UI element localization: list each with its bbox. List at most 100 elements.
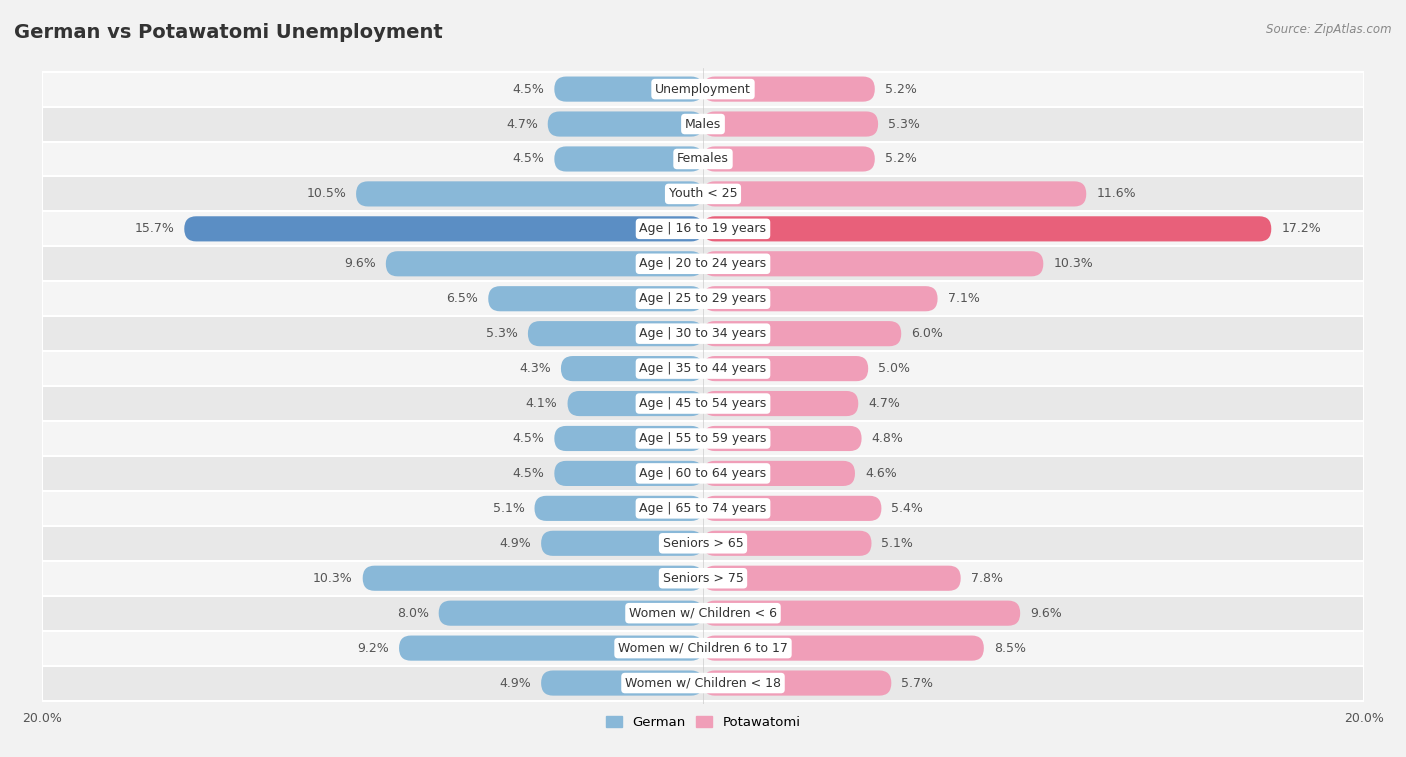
FancyBboxPatch shape <box>42 176 1364 211</box>
FancyBboxPatch shape <box>703 461 855 486</box>
FancyBboxPatch shape <box>703 565 960 590</box>
FancyBboxPatch shape <box>488 286 703 311</box>
Text: Women w/ Children < 18: Women w/ Children < 18 <box>626 677 780 690</box>
Text: 7.8%: 7.8% <box>970 572 1002 584</box>
FancyBboxPatch shape <box>42 142 1364 176</box>
FancyBboxPatch shape <box>554 426 703 451</box>
Text: 4.5%: 4.5% <box>513 83 544 95</box>
Text: Age | 35 to 44 years: Age | 35 to 44 years <box>640 362 766 375</box>
Text: Age | 45 to 54 years: Age | 45 to 54 years <box>640 397 766 410</box>
FancyBboxPatch shape <box>548 111 703 136</box>
Text: 4.9%: 4.9% <box>499 537 531 550</box>
Text: 5.2%: 5.2% <box>884 83 917 95</box>
FancyBboxPatch shape <box>42 665 1364 700</box>
FancyBboxPatch shape <box>42 72 1364 107</box>
FancyBboxPatch shape <box>42 246 1364 282</box>
FancyBboxPatch shape <box>541 671 703 696</box>
FancyBboxPatch shape <box>363 565 703 590</box>
Text: 15.7%: 15.7% <box>135 223 174 235</box>
Text: 4.5%: 4.5% <box>513 152 544 166</box>
FancyBboxPatch shape <box>42 107 1364 142</box>
Text: 4.9%: 4.9% <box>499 677 531 690</box>
FancyBboxPatch shape <box>356 182 703 207</box>
FancyBboxPatch shape <box>42 491 1364 526</box>
FancyBboxPatch shape <box>703 496 882 521</box>
FancyBboxPatch shape <box>42 421 1364 456</box>
Text: 4.5%: 4.5% <box>513 467 544 480</box>
FancyBboxPatch shape <box>703 426 862 451</box>
Text: Seniors > 65: Seniors > 65 <box>662 537 744 550</box>
Text: 10.3%: 10.3% <box>1053 257 1092 270</box>
FancyBboxPatch shape <box>385 251 703 276</box>
FancyBboxPatch shape <box>703 671 891 696</box>
Text: 4.5%: 4.5% <box>513 432 544 445</box>
Text: Age | 60 to 64 years: Age | 60 to 64 years <box>640 467 766 480</box>
FancyBboxPatch shape <box>42 316 1364 351</box>
Text: German vs Potawatomi Unemployment: German vs Potawatomi Unemployment <box>14 23 443 42</box>
Text: Women w/ Children < 6: Women w/ Children < 6 <box>628 606 778 620</box>
FancyBboxPatch shape <box>184 217 703 241</box>
Text: 4.8%: 4.8% <box>872 432 904 445</box>
Text: 5.3%: 5.3% <box>486 327 517 340</box>
FancyBboxPatch shape <box>42 596 1364 631</box>
FancyBboxPatch shape <box>703 636 984 661</box>
FancyBboxPatch shape <box>42 211 1364 246</box>
Text: 6.5%: 6.5% <box>447 292 478 305</box>
Text: 5.0%: 5.0% <box>879 362 910 375</box>
Text: 6.0%: 6.0% <box>911 327 943 340</box>
Text: 4.7%: 4.7% <box>868 397 900 410</box>
FancyBboxPatch shape <box>42 282 1364 316</box>
Text: 10.3%: 10.3% <box>314 572 353 584</box>
FancyBboxPatch shape <box>703 76 875 101</box>
FancyBboxPatch shape <box>554 76 703 101</box>
FancyBboxPatch shape <box>703 286 938 311</box>
Text: Youth < 25: Youth < 25 <box>669 188 737 201</box>
FancyBboxPatch shape <box>42 456 1364 491</box>
Text: 5.3%: 5.3% <box>889 117 920 130</box>
Text: 5.7%: 5.7% <box>901 677 934 690</box>
Text: 4.1%: 4.1% <box>526 397 558 410</box>
Text: 9.6%: 9.6% <box>344 257 375 270</box>
Legend: German, Potawatomi: German, Potawatomi <box>599 709 807 736</box>
FancyBboxPatch shape <box>703 217 1271 241</box>
FancyBboxPatch shape <box>703 356 868 382</box>
Text: 5.1%: 5.1% <box>882 537 914 550</box>
Text: Females: Females <box>678 152 728 166</box>
Text: Age | 25 to 29 years: Age | 25 to 29 years <box>640 292 766 305</box>
Text: 17.2%: 17.2% <box>1281 223 1322 235</box>
FancyBboxPatch shape <box>42 351 1364 386</box>
Text: Males: Males <box>685 117 721 130</box>
FancyBboxPatch shape <box>703 146 875 172</box>
Text: Age | 30 to 34 years: Age | 30 to 34 years <box>640 327 766 340</box>
FancyBboxPatch shape <box>439 600 703 626</box>
FancyBboxPatch shape <box>541 531 703 556</box>
FancyBboxPatch shape <box>703 531 872 556</box>
FancyBboxPatch shape <box>534 496 703 521</box>
FancyBboxPatch shape <box>703 391 858 416</box>
FancyBboxPatch shape <box>703 321 901 346</box>
Text: Women w/ Children 6 to 17: Women w/ Children 6 to 17 <box>619 642 787 655</box>
FancyBboxPatch shape <box>568 391 703 416</box>
Text: 5.1%: 5.1% <box>492 502 524 515</box>
Text: 4.6%: 4.6% <box>865 467 897 480</box>
Text: 9.6%: 9.6% <box>1031 606 1062 620</box>
FancyBboxPatch shape <box>42 631 1364 665</box>
Text: Age | 55 to 59 years: Age | 55 to 59 years <box>640 432 766 445</box>
FancyBboxPatch shape <box>703 111 879 136</box>
FancyBboxPatch shape <box>703 182 1087 207</box>
Text: 8.5%: 8.5% <box>994 642 1026 655</box>
Text: 5.2%: 5.2% <box>884 152 917 166</box>
Text: 9.2%: 9.2% <box>357 642 389 655</box>
Text: 4.3%: 4.3% <box>519 362 551 375</box>
Text: Source: ZipAtlas.com: Source: ZipAtlas.com <box>1267 23 1392 36</box>
Text: 8.0%: 8.0% <box>396 606 429 620</box>
Text: 10.5%: 10.5% <box>307 188 346 201</box>
Text: 5.4%: 5.4% <box>891 502 924 515</box>
FancyBboxPatch shape <box>554 146 703 172</box>
FancyBboxPatch shape <box>703 600 1021 626</box>
Text: Unemployment: Unemployment <box>655 83 751 95</box>
Text: Age | 16 to 19 years: Age | 16 to 19 years <box>640 223 766 235</box>
FancyBboxPatch shape <box>42 386 1364 421</box>
Text: Age | 20 to 24 years: Age | 20 to 24 years <box>640 257 766 270</box>
FancyBboxPatch shape <box>554 461 703 486</box>
